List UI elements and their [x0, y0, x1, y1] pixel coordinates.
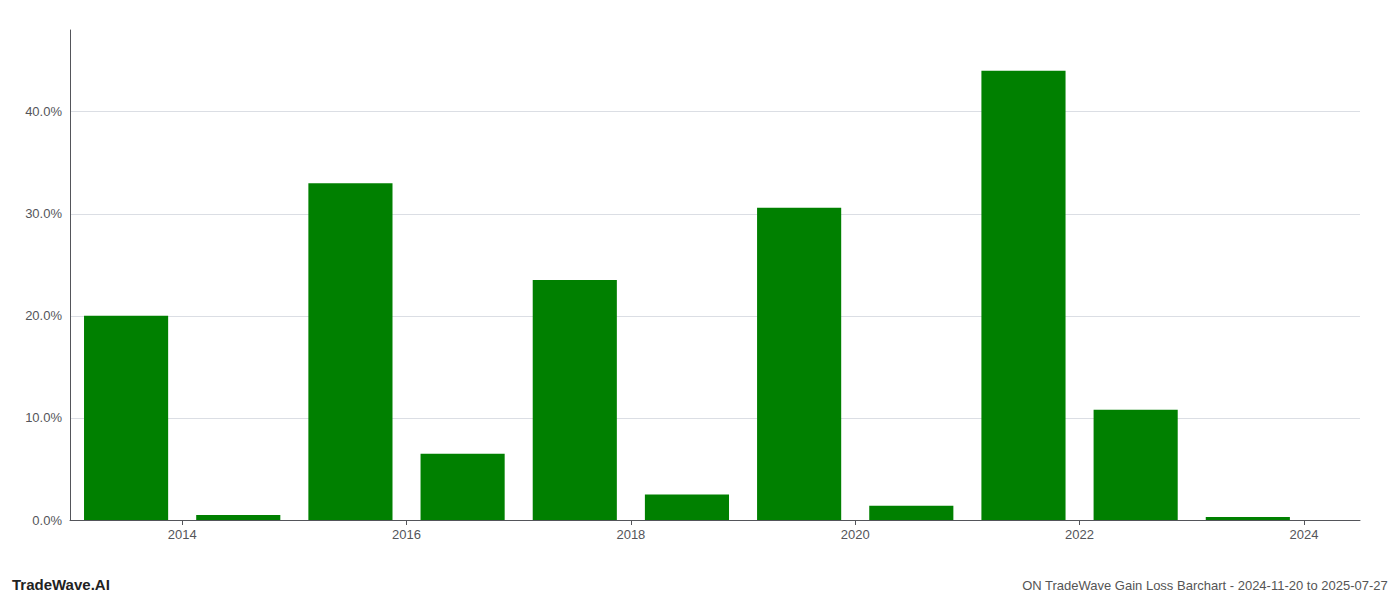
svg-text:0.0%: 0.0%	[32, 513, 62, 528]
svg-text:2014: 2014	[168, 527, 197, 542]
svg-text:30.0%: 30.0%	[25, 206, 62, 221]
svg-text:2020: 2020	[841, 527, 870, 542]
svg-text:2022: 2022	[1065, 527, 1094, 542]
svg-text:10.0%: 10.0%	[25, 410, 62, 425]
svg-text:2018: 2018	[616, 527, 645, 542]
svg-text:2024: 2024	[1289, 527, 1318, 542]
svg-text:40.0%: 40.0%	[25, 104, 62, 119]
svg-text:ON TradeWave Gain Loss Barchar: ON TradeWave Gain Loss Barchart - 2024-1…	[1022, 578, 1388, 593]
svg-text:2016: 2016	[392, 527, 421, 542]
svg-text:20.0%: 20.0%	[25, 308, 62, 323]
svg-text:TradeWave.AI: TradeWave.AI	[12, 576, 110, 593]
